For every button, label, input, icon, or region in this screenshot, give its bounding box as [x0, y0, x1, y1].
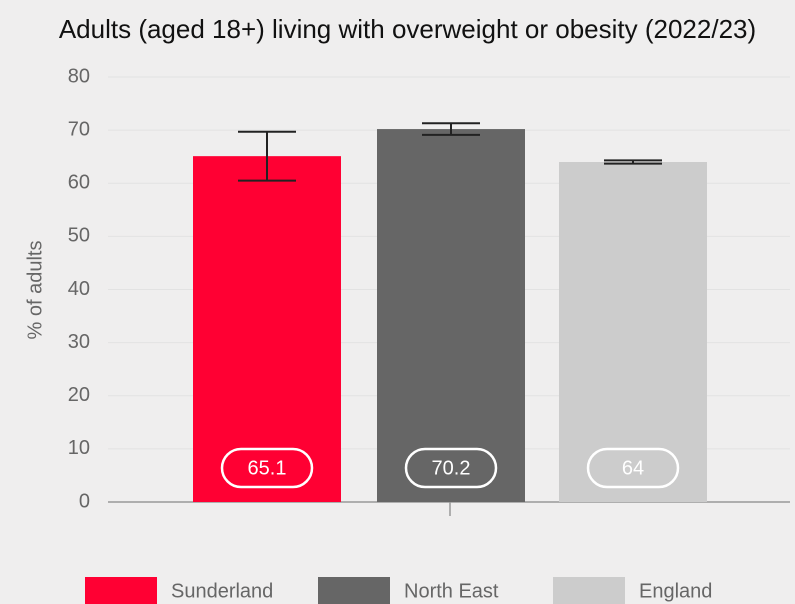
value-label-box — [220, 447, 314, 489]
value-label: 65.1 — [248, 457, 287, 479]
legend-label: North East — [404, 580, 499, 602]
error-bar — [238, 130, 296, 182]
value-label-box — [586, 447, 680, 489]
value-label-box — [404, 447, 498, 489]
value-label: 64 — [622, 457, 644, 479]
legend-swatch — [553, 577, 625, 604]
y-tick-label: 30 — [68, 331, 90, 353]
error-bar — [422, 122, 480, 136]
bar — [559, 162, 707, 502]
y-tick-label: 0 — [79, 490, 90, 512]
y-tick-label: 70 — [68, 118, 90, 140]
y-tick-label: 10 — [68, 437, 90, 459]
value-label: 70.2 — [432, 457, 471, 479]
y-tick-label: 60 — [68, 172, 90, 194]
y-tick-label: 80 — [68, 65, 90, 87]
y-axis-label: % of adults — [24, 241, 46, 340]
error-bar — [604, 159, 662, 165]
legend-label: England — [639, 580, 712, 602]
y-tick-label: 50 — [68, 225, 90, 247]
legend-label: Sunderland — [171, 580, 273, 602]
y-tick-label: 20 — [68, 384, 90, 406]
chart-title: Adults (aged 18+) living with overweight… — [58, 14, 757, 44]
legend-swatch — [85, 577, 157, 604]
bar — [377, 129, 525, 502]
legend-swatch — [318, 577, 390, 604]
bar — [193, 156, 341, 502]
y-tick-label: 40 — [68, 278, 90, 300]
